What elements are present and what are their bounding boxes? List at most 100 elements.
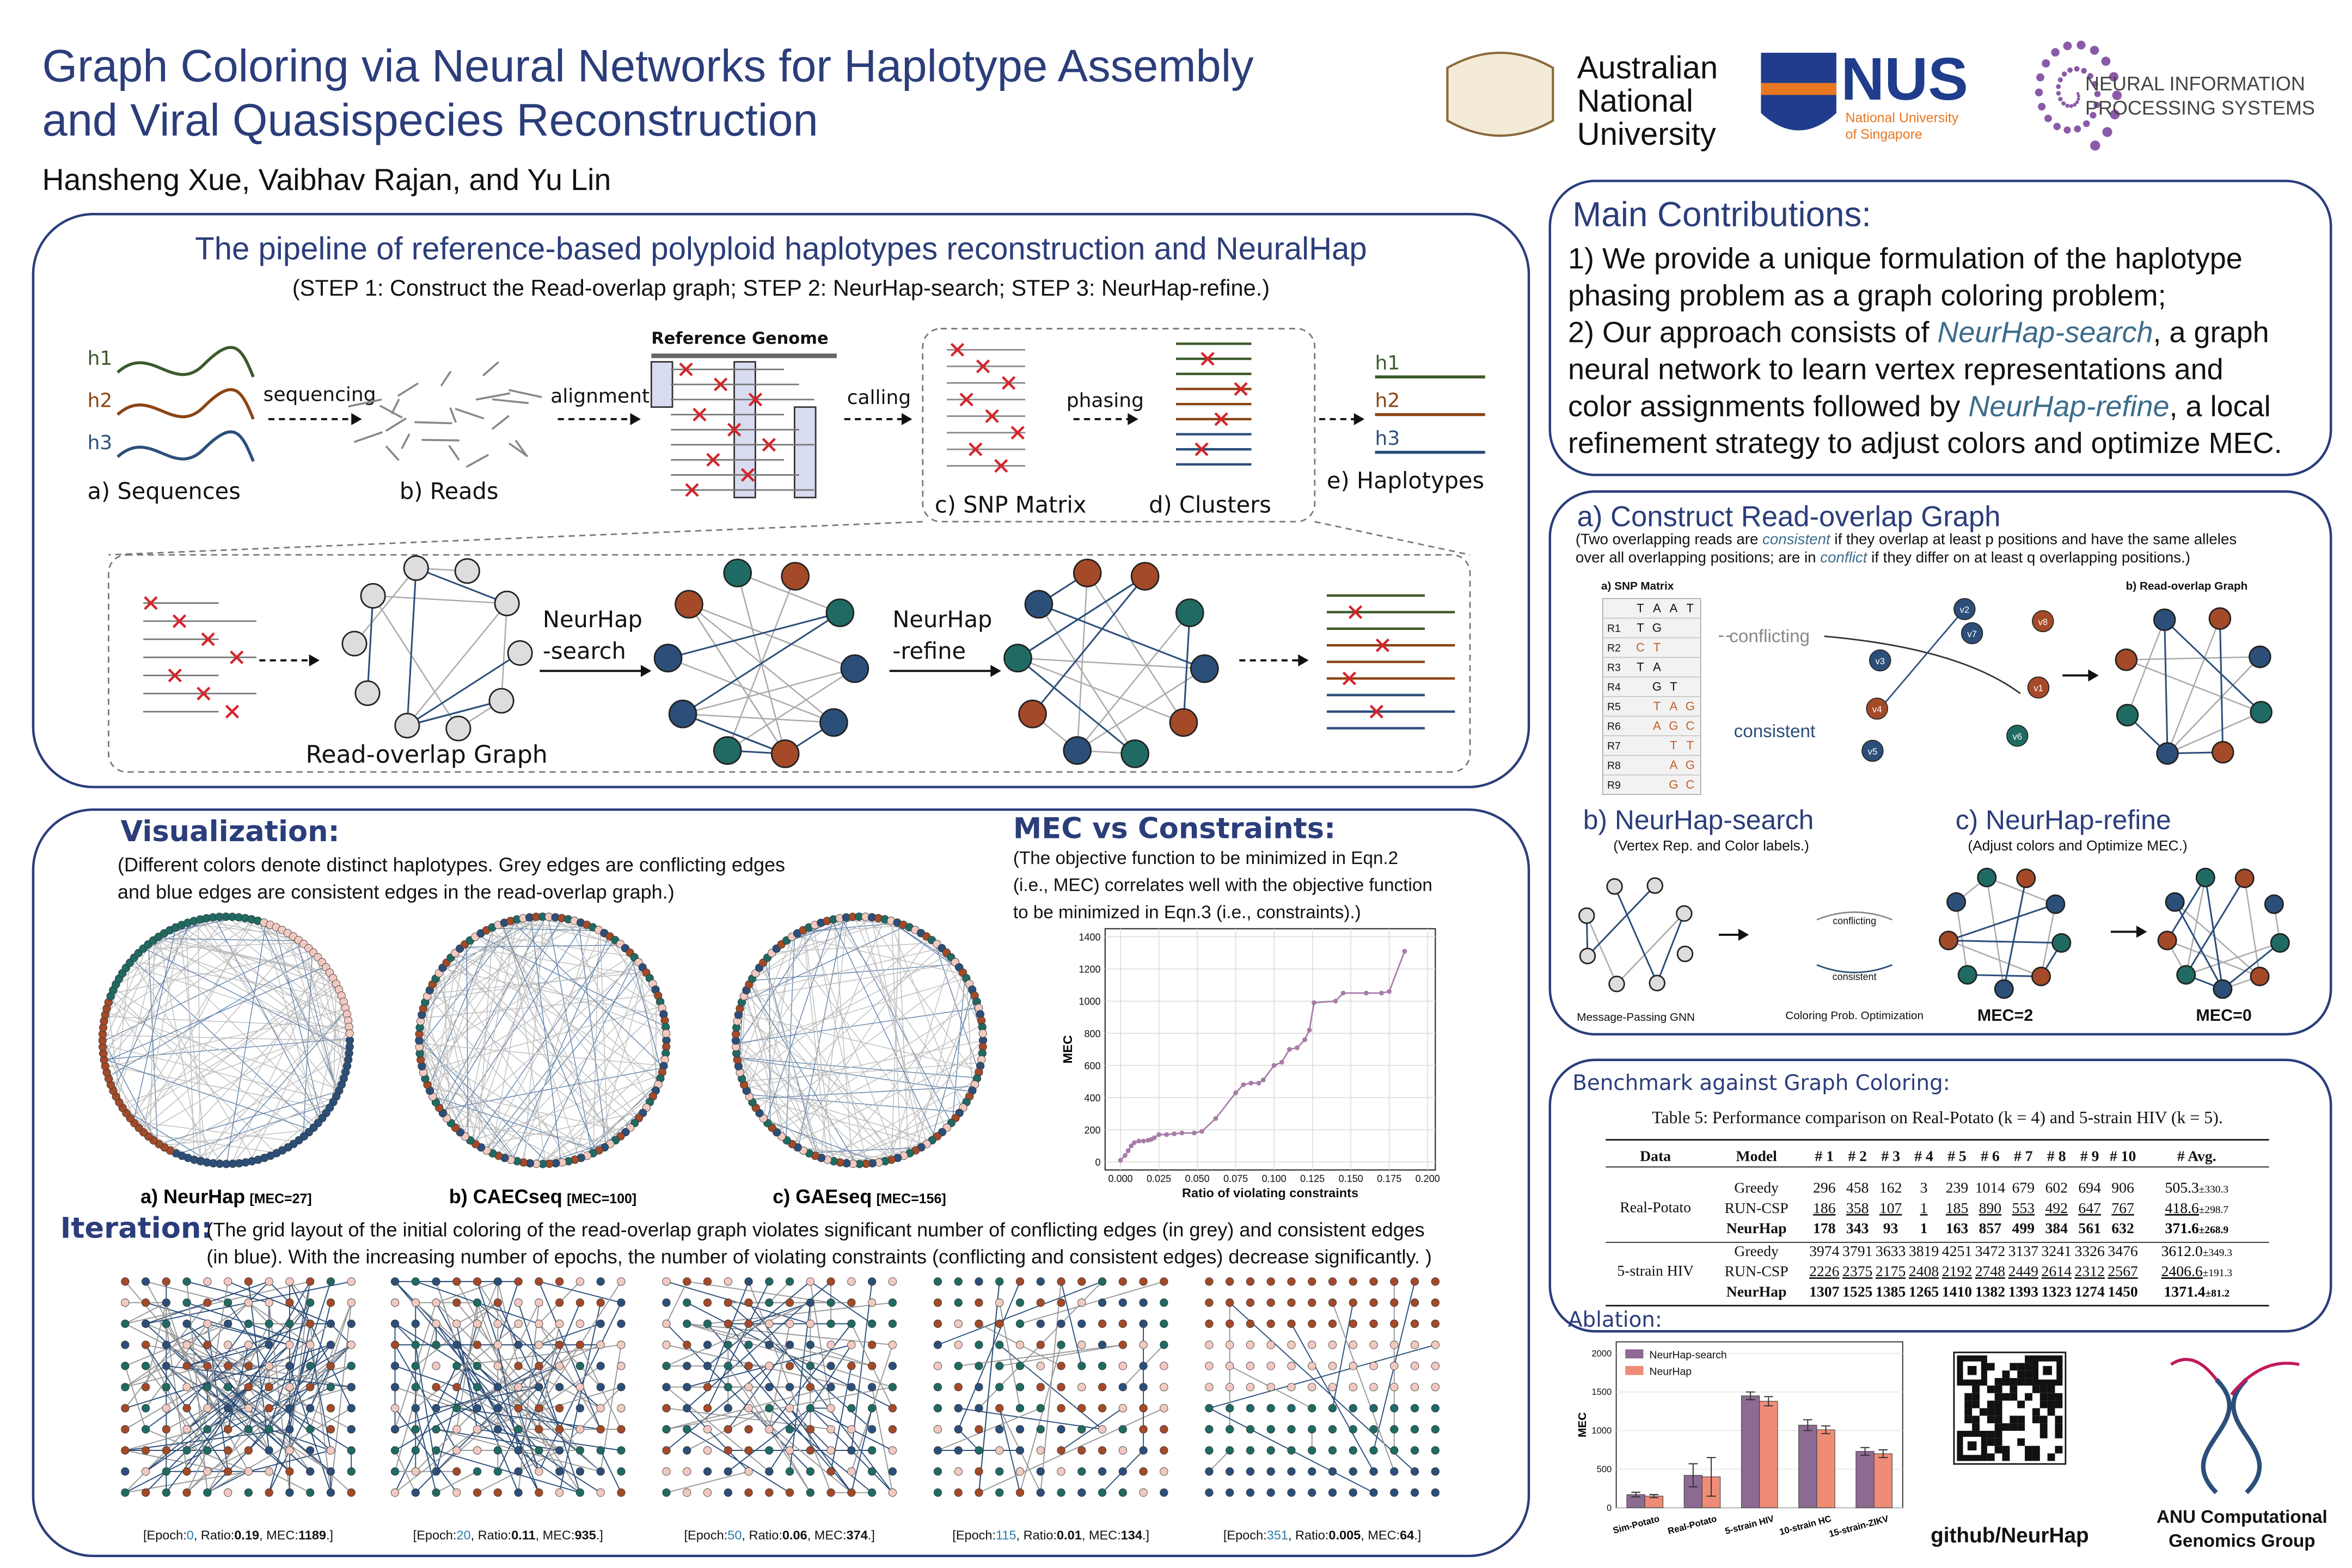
vertex — [1328, 1277, 1337, 1286]
vertex — [452, 1340, 461, 1349]
edge — [452, 955, 619, 1138]
x-tick-label: 0.200 — [1416, 1173, 1440, 1184]
vertex-label: v1 — [2033, 683, 2043, 694]
edge — [850, 1408, 873, 1472]
step-label: alignment — [550, 385, 650, 407]
vertex — [765, 1446, 774, 1455]
table-cell: 906 — [2111, 1179, 2134, 1196]
qr-cell — [2017, 1400, 2025, 1408]
edge — [768, 1324, 791, 1430]
qr-cell — [1980, 1408, 1987, 1416]
edge — [415, 1344, 560, 1493]
vertex — [847, 1383, 856, 1392]
table-cell: 239 — [1946, 1179, 1969, 1196]
vertex — [806, 1446, 814, 1455]
vertex — [1226, 1277, 1234, 1286]
vertex — [617, 1488, 626, 1497]
arrow-head — [990, 665, 1001, 677]
edge — [429, 990, 620, 1138]
qr-cell — [2010, 1393, 2018, 1401]
edge — [889, 920, 963, 1110]
section-title: a) Construct Read-overlap Graph — [1577, 500, 2001, 532]
vertex — [1139, 1298, 1148, 1307]
vertex — [493, 1404, 502, 1413]
vertex — [493, 1340, 502, 1349]
arrow-head — [640, 665, 652, 677]
edge — [875, 1039, 984, 1163]
vertex — [954, 1383, 963, 1392]
snp-mark — [693, 407, 707, 422]
vertex — [819, 708, 848, 737]
edge — [419, 1043, 664, 1067]
vertex — [1246, 1340, 1255, 1349]
edge — [476, 1302, 601, 1409]
edge — [264, 922, 339, 1093]
edge — [491, 917, 533, 1153]
vertex — [1308, 1298, 1316, 1307]
row-id: R3 — [1607, 661, 1621, 673]
neurips-dot — [2093, 101, 2100, 108]
table-cell: 3974 — [1809, 1242, 1840, 1259]
x-tick-label: 0.025 — [1147, 1173, 1171, 1184]
vertex — [432, 1488, 440, 1497]
text-segment: 0.005 — [1328, 1528, 1361, 1542]
matrix-cell: G — [1686, 758, 1695, 771]
vertex — [1431, 1319, 1440, 1328]
method-mec: [MEC=27] — [249, 1191, 311, 1206]
edge — [125, 1323, 331, 1430]
bar — [1873, 1453, 1892, 1508]
table-cell: 3791 — [1842, 1242, 1872, 1259]
vertex — [141, 1319, 150, 1328]
vertex — [724, 1446, 732, 1455]
authors: Hansheng Xue, Vaibhav Rajan, and Yu Lin — [42, 163, 611, 197]
arrow-head — [1298, 654, 1309, 666]
vertex — [1246, 1319, 1255, 1328]
vertex — [785, 1404, 794, 1413]
nus-shield-band — [1761, 83, 1836, 95]
vertex — [617, 1340, 626, 1349]
haplotype-label: h2 — [1375, 390, 1400, 412]
vertex — [785, 1340, 794, 1349]
vertex — [1953, 598, 1976, 620]
arrow-head — [351, 413, 362, 425]
vertex — [141, 1298, 150, 1307]
edge — [451, 957, 638, 1120]
edge — [394, 1323, 416, 1345]
edge — [426, 968, 644, 1001]
table-cell: 561 — [2078, 1220, 2101, 1236]
neurips-dot — [2061, 101, 2066, 106]
edge — [751, 964, 957, 981]
vertex — [2250, 966, 2270, 987]
edge — [748, 1302, 811, 1325]
vertex — [2249, 645, 2271, 669]
error-bar — [1860, 1447, 1870, 1456]
avg-value: 505.3 — [2165, 1179, 2199, 1196]
vertex — [1205, 1277, 1214, 1286]
vertex — [596, 1340, 605, 1349]
vertex — [1287, 1488, 1296, 1497]
vertex — [224, 1425, 232, 1434]
vertex — [1118, 1383, 1127, 1392]
table-cell: 1371.4±81.2 — [2164, 1283, 2230, 1300]
vertex — [347, 1340, 356, 1349]
vertex — [1057, 1340, 1065, 1349]
text-segment: , MEC: — [259, 1528, 298, 1542]
vertex — [1118, 1362, 1127, 1370]
vertex — [1608, 976, 1625, 993]
bar — [1855, 1451, 1875, 1508]
vertex-label: v5 — [1868, 746, 1878, 757]
neurips-dot — [2069, 104, 2073, 108]
table-cell: 2614 — [2042, 1263, 2072, 1279]
vertex — [141, 1383, 150, 1392]
vertex — [703, 1425, 712, 1434]
panel — [1548, 180, 2332, 476]
vertex — [806, 1467, 814, 1476]
edge — [406, 603, 508, 726]
vertex — [1160, 1277, 1168, 1286]
vertex — [1308, 1383, 1316, 1392]
error-bar — [1649, 1494, 1659, 1498]
edge — [497, 1302, 560, 1430]
edge — [958, 1407, 1102, 1430]
edge — [966, 978, 973, 1091]
vertex — [724, 1277, 732, 1286]
